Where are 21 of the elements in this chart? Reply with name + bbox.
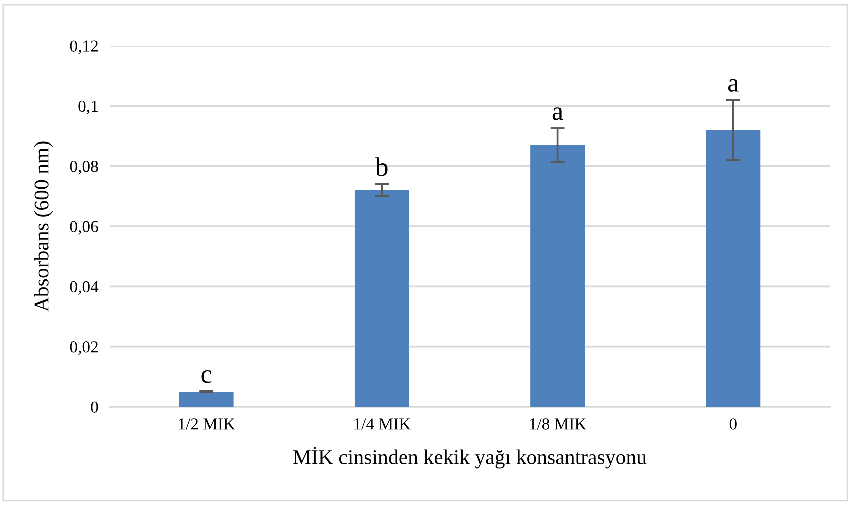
- bar: [354, 190, 410, 407]
- bar: [179, 392, 234, 407]
- y-tick-label: 0,02: [70, 342, 98, 356]
- annotation: c: [202, 370, 212, 384]
- x-tick-label: 1/2 MIK: [179, 418, 236, 430]
- annotation: a: [552, 108, 564, 120]
- x-tick-label: 0: [730, 418, 737, 430]
- y-tick-label: 0,12: [70, 40, 98, 54]
- y-tick-label: 0,08: [70, 161, 98, 175]
- annotation: b: [376, 158, 388, 176]
- y-tick-label: 0,04: [70, 281, 99, 296]
- bar: [706, 130, 761, 407]
- y-axis-title: Absorbans (600 nm): [34, 142, 54, 312]
- y-tick-label: 0,06: [70, 221, 98, 235]
- annotation: a: [728, 79, 739, 92]
- x-axis-title: MİK cinsinden kekik yağı konsantrasyonu: [294, 447, 647, 469]
- y-tick-label: 0: [91, 402, 98, 413]
- x-tick-label: 1/4 MIK: [354, 418, 411, 430]
- x-tick-label: 1/8 MIK: [530, 418, 587, 430]
- bar: [530, 145, 586, 407]
- y-tick-label: 0,1: [78, 100, 98, 115]
